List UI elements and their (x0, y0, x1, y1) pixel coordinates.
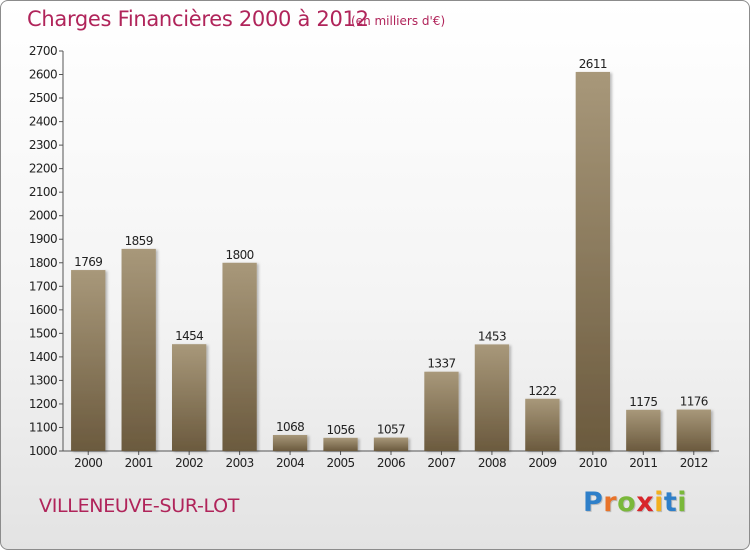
bar-2002 (171, 344, 207, 451)
logo-letter: i (654, 487, 664, 518)
data-label-2009: 1222 (528, 384, 556, 398)
data-label-2003: 1800 (226, 248, 254, 262)
y-tick-label: 1600 (29, 303, 57, 317)
data-label-2010: 2611 (579, 57, 607, 71)
logo-letter: o (617, 487, 637, 518)
data-label-2006: 1057 (377, 423, 405, 437)
y-tick-label: 1100 (29, 420, 57, 434)
y-tick-label: 2300 (29, 138, 57, 152)
data-label-2012: 1176 (680, 395, 708, 409)
bar-2005 (323, 437, 358, 451)
data-label-2004: 1068 (276, 420, 304, 434)
bars (71, 71, 711, 452)
x-tick-label: 2010 (579, 456, 607, 470)
y-tick-label: 1900 (29, 232, 57, 246)
x-tick-label: 2002 (175, 456, 203, 470)
data-label-2005: 1056 (326, 423, 354, 437)
y-tick-label: 2000 (29, 209, 57, 223)
bar-2008 (474, 344, 510, 451)
data-label-2000: 1769 (74, 255, 102, 269)
bar-2001 (121, 248, 156, 451)
data-label-2008: 1453 (478, 329, 506, 343)
bar-2009 (525, 398, 560, 451)
y-tick-label: 1300 (29, 373, 57, 387)
data-label-2007: 1337 (427, 357, 455, 371)
x-tick-label: 2005 (326, 456, 354, 470)
proxiti-logo[interactable]: Proxiti (583, 487, 687, 518)
y-tick-label: 2200 (29, 162, 57, 176)
x-tick-label: 2008 (478, 456, 506, 470)
data-labels: 1769 1859 1454 1800 1068 1056 1057 1337 1453 1222… (74, 57, 708, 437)
y-axis: 1000 1100 1200 1300 1400 1500 1600 1700 1800 1900… (29, 44, 64, 458)
x-tick-label: 2006 (377, 456, 405, 470)
y-tick-label: 2700 (29, 44, 57, 58)
x-tick-label: 2007 (427, 456, 455, 470)
x-tick-label: 2003 (226, 456, 254, 470)
x-tick-label: 2004 (276, 456, 304, 470)
y-tick-label: 1000 (29, 444, 57, 458)
logo-letter: P (583, 487, 604, 518)
x-tick-label: 2011 (629, 456, 657, 470)
logo-letter: t (663, 487, 678, 518)
y-tick-label: 1800 (29, 256, 57, 270)
y-tick-label: 1500 (29, 326, 57, 340)
data-label-2011: 1175 (629, 395, 657, 409)
bar-2007 (424, 371, 459, 451)
bar-2004 (272, 435, 308, 451)
y-tick-label: 1200 (29, 397, 57, 411)
bar-2011 (626, 409, 661, 451)
bar-2010 (575, 71, 611, 452)
x-tick-label: 2001 (125, 456, 153, 470)
data-label-2001: 1859 (125, 234, 153, 248)
y-tick-label: 2400 (29, 115, 57, 129)
data-label-2002: 1454 (175, 329, 203, 343)
y-tick-label: 1700 (29, 279, 57, 293)
y-tick-label: 2100 (29, 185, 57, 199)
chart-unit-note: (en milliers d'€) (351, 14, 446, 28)
logo-letter: i (677, 487, 688, 518)
y-tick-label: 1400 (29, 350, 57, 364)
bar-2006 (373, 437, 409, 451)
x-tick-label: 2009 (528, 456, 556, 470)
chart-title: Charges Financières 2000 à 2012 (27, 7, 369, 31)
x-tick-label: 2012 (680, 456, 708, 470)
y-tick-label: 2600 (29, 68, 57, 82)
bar-2012 (676, 409, 711, 451)
bar-2003 (222, 262, 257, 451)
bar-2000 (71, 270, 106, 451)
x-axis: 2000 2001 2002 2003 2004 2005 2006 2007 2008 2009… (63, 450, 719, 470)
logo-letter: r (603, 487, 618, 518)
location-name: VILLENEUVE-SUR-LOT (39, 495, 240, 517)
y-tick-label: 2500 (29, 91, 57, 105)
logo-letter: x (636, 487, 655, 518)
x-tick-label: 2000 (74, 456, 102, 470)
